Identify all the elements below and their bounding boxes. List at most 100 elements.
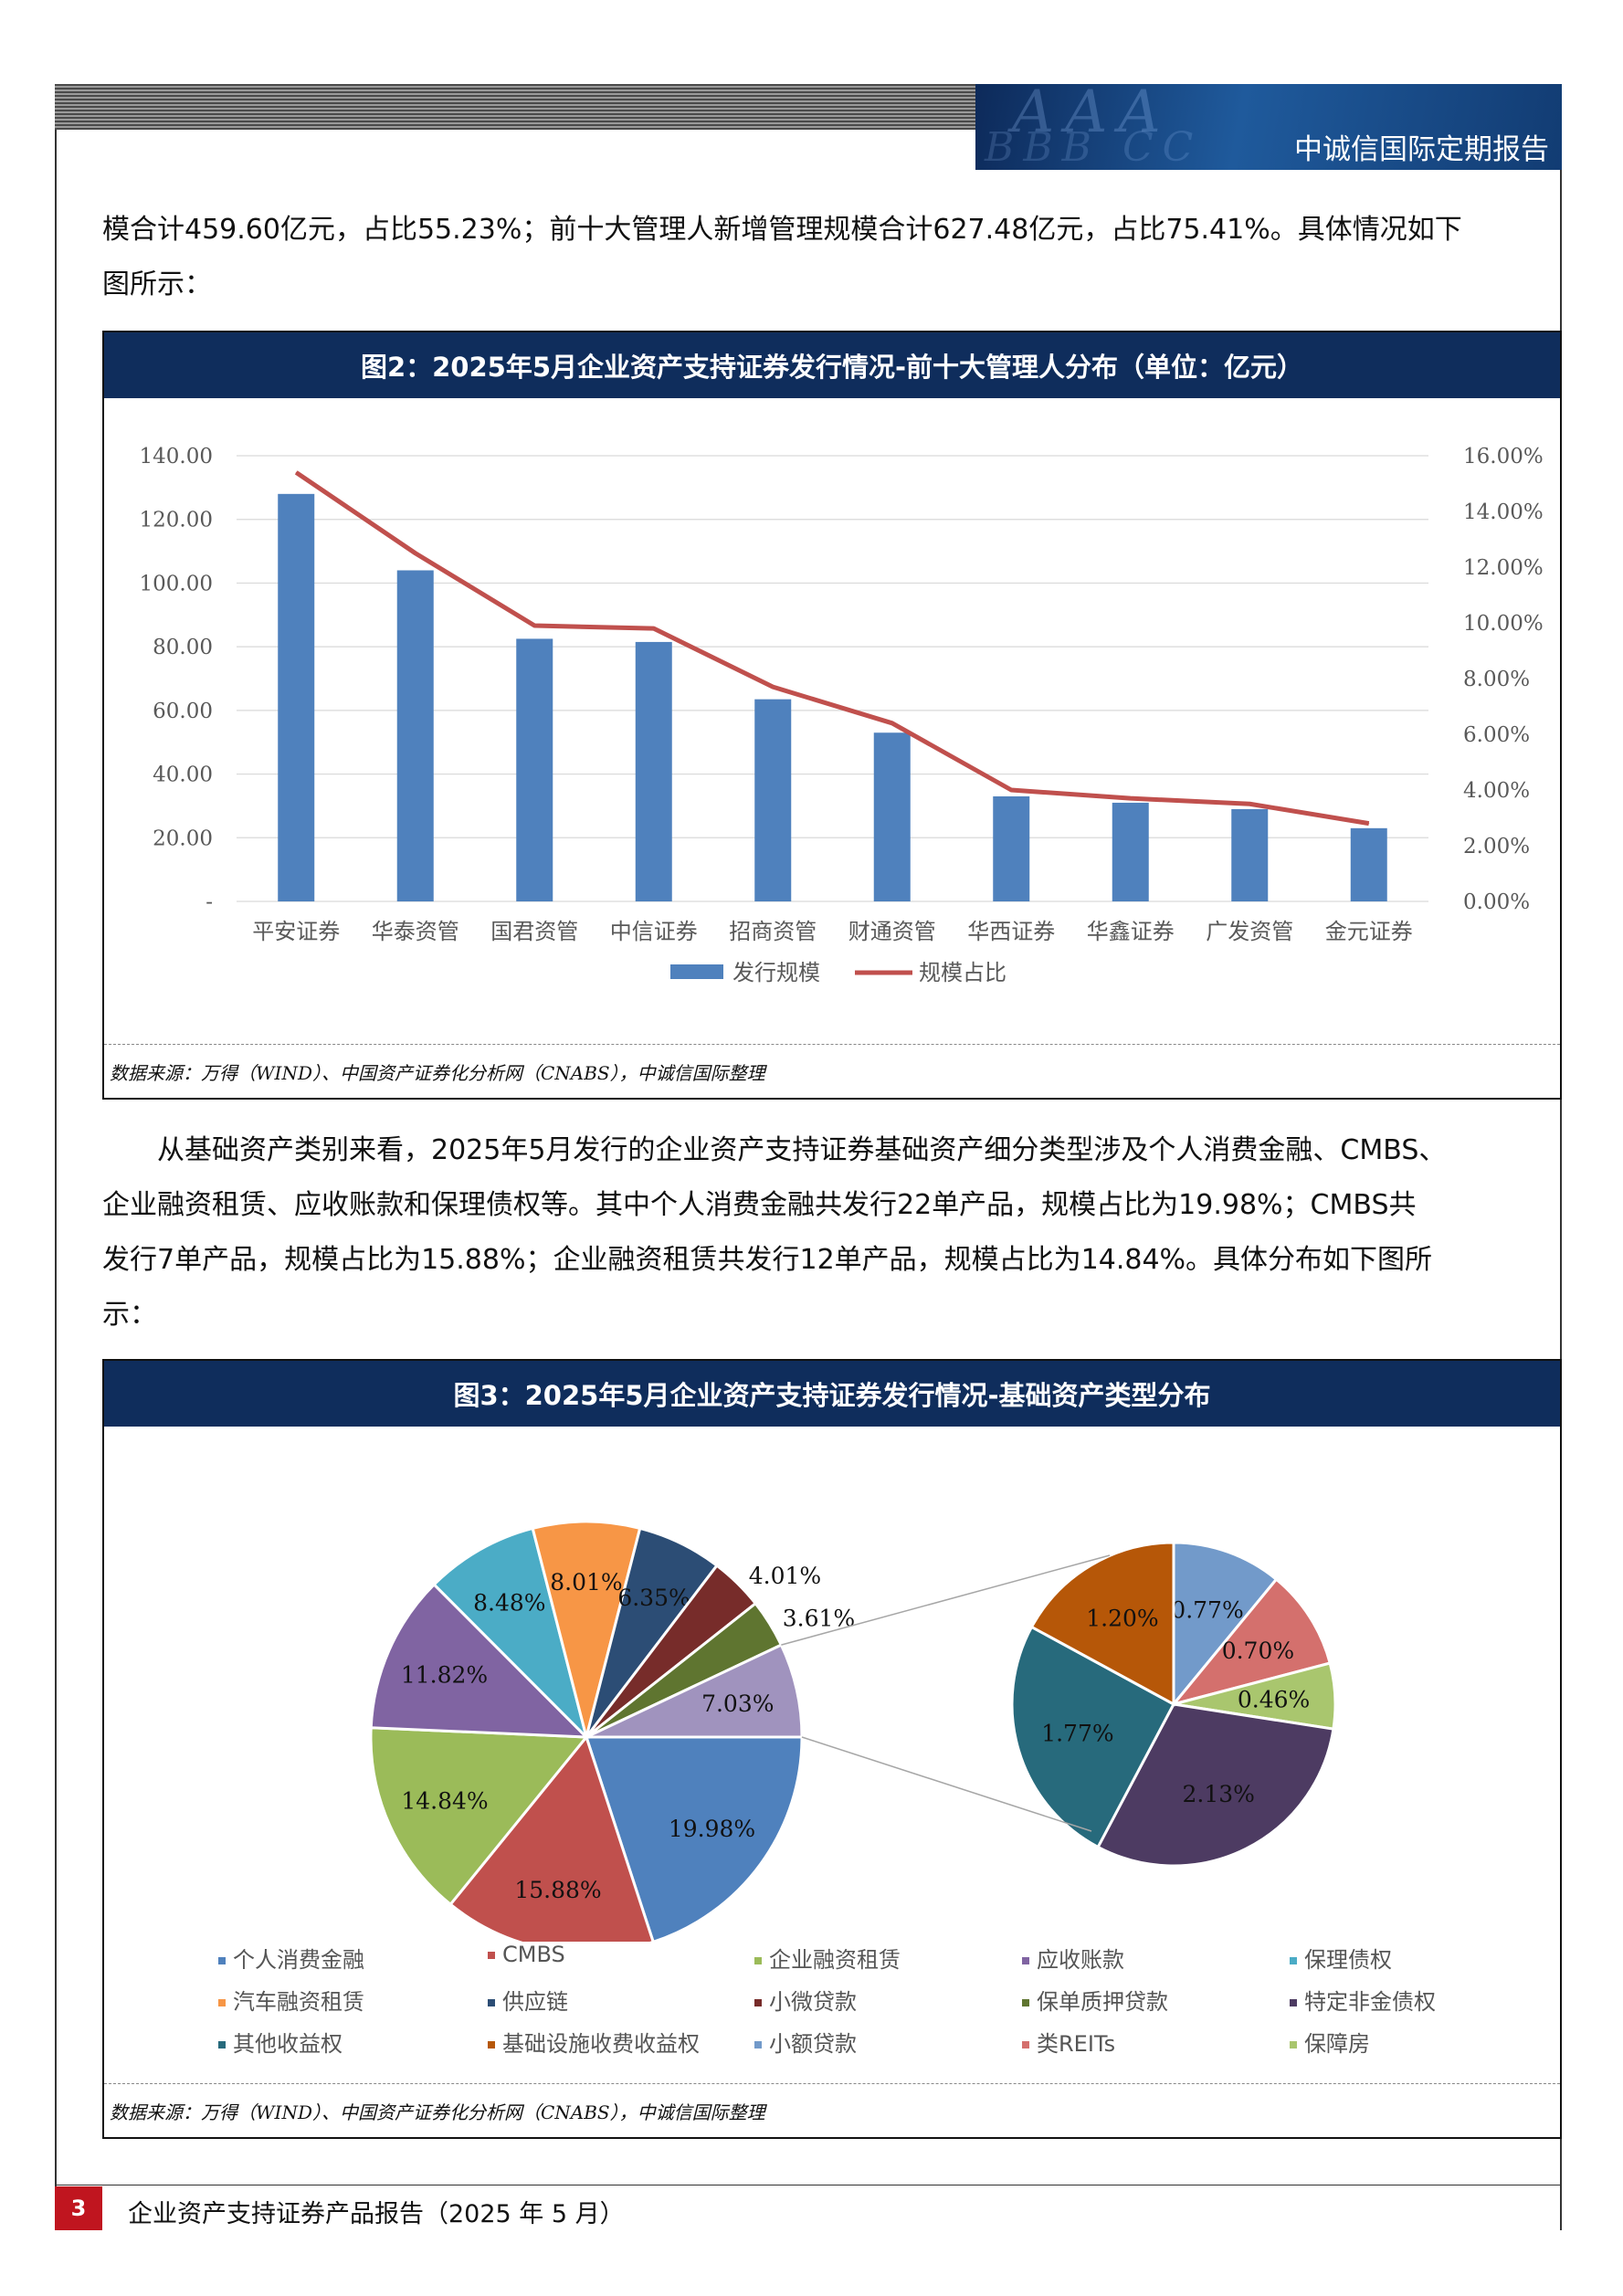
legend-swatch	[1022, 1999, 1029, 2006]
legend-label: 规模占比	[919, 960, 1006, 985]
legend-swatch	[1022, 2041, 1029, 2048]
legend-label: 保障房	[1304, 2031, 1370, 2057]
pie-slice	[448, 1733, 655, 1942]
legend-swatch	[754, 2041, 762, 2048]
y-left-tick-label: 80.00	[153, 636, 213, 659]
y-left-tick-label: 140.00	[140, 445, 213, 469]
pie2-slice-label: 0.70%	[1222, 1638, 1294, 1664]
legend-swatch	[754, 1999, 762, 2006]
legend-item: 企业融资租赁	[754, 1942, 901, 1974]
footer-report-title: 企业资产支持证券产品报告（2025 年 5 月）	[128, 2200, 625, 2228]
line-point	[1010, 789, 1012, 791]
line-point	[772, 686, 774, 688]
pie-slice-label: 14.84%	[401, 1788, 488, 1815]
legend-swatch	[754, 1957, 762, 1964]
pie-legend: 个人消费金融 CMBS 企业融资租赁 应收账款 保理债权 汽车融资租赁 供应链 小微贷款 保单质…	[104, 1942, 1560, 2079]
legend-item: 其他收益权	[218, 2026, 343, 2058]
connector-line	[801, 1736, 1092, 1832]
legend-item: 小微贷款	[754, 1984, 857, 2016]
pie2-slice	[1096, 1702, 1335, 1868]
y-right-tick-label: 0.00%	[1463, 890, 1530, 914]
pie2-slice-label: 1.20%	[1086, 1606, 1158, 1632]
x-tick-label: 华西证券	[967, 919, 1055, 944]
legend-item: 类REITs	[1022, 2026, 1115, 2058]
bar	[754, 699, 792, 901]
x-tick-label: 国君资管	[490, 919, 578, 944]
x-tick-label: 华泰资管	[372, 919, 459, 944]
pie-slice-label: 4.01%	[749, 1563, 821, 1589]
paragraph-1-line-2: 图所示：	[102, 269, 212, 300]
y-right-tick-label: 14.00%	[1463, 500, 1544, 524]
legend-label: 小微贷款	[769, 1989, 857, 2015]
legend-label: 特定非金债权	[1304, 1989, 1436, 2015]
y-left-tick-label: 20.00	[153, 827, 213, 850]
y-left-tick-label: 100.00	[140, 572, 213, 595]
paragraph-2-line-3: 发行7单产品，规模占比为15.88%；企业融资租赁共发行12单产品，规模占比为1…	[102, 1244, 1433, 1276]
pie-slice-label: 19.98%	[669, 1816, 755, 1842]
y-left-tick-label: 60.00	[153, 700, 213, 723]
legend-item: 特定非金债权	[1290, 1984, 1436, 2016]
bar	[1112, 802, 1149, 901]
pie-of-pie-chart: 19.98% 15.88% 14.84% 11.82% 8.48%8.01%6.35% 4…	[369, 1520, 1337, 1942]
pie-slice-label: 3.61%	[783, 1605, 855, 1631]
pie-slice-label: 11.82%	[401, 1661, 488, 1688]
pie2-slice-label: 1.77%	[1041, 1721, 1113, 1747]
y-right-tick-label: 16.00%	[1463, 445, 1544, 469]
line-point	[891, 722, 893, 724]
x-tick-label: 金元证券	[1325, 919, 1413, 944]
legend-swatch	[218, 2041, 226, 2048]
x-tick-label: 平安证券	[252, 919, 340, 944]
pie-slice	[531, 1520, 642, 1738]
pie2-slice-label: 2.13%	[1182, 1781, 1254, 1807]
page-frame	[55, 84, 1562, 2230]
legend-label: 个人消费金融	[233, 1947, 364, 1973]
legend-item: 保单质押贷款	[1022, 1984, 1168, 2016]
figure-2-title: 图2：2025年5月企业资产支持证券发行情况-前十大管理人分布（单位：亿元）	[104, 332, 1560, 398]
legend-swatch	[1290, 2041, 1297, 2048]
paragraph-2-line-1: 从基础资产类别来看，2025年5月发行的企业资产支持证券基础资产细分类型涉及个人…	[157, 1134, 1447, 1166]
legend-label: 发行规模	[732, 960, 820, 985]
figure-2-source: 数据来源：万得（WIND）、中国资产证券化分析网（CNABS），中诚信国际整理	[110, 1062, 765, 1084]
legend-item: 基础设施收费收益权	[488, 2026, 700, 2058]
legend-swatch	[488, 1952, 495, 1959]
pie2-slice	[1029, 1541, 1175, 1707]
line-point	[295, 471, 297, 473]
legend-label: 供应链	[502, 1989, 568, 2015]
line-series	[294, 470, 1370, 827]
legend-swatch	[1290, 1957, 1297, 1964]
x-tick-label: 中信证券	[610, 919, 698, 944]
pie2-slice-label: 0.46%	[1238, 1686, 1310, 1712]
x-tick-label: 财通资管	[848, 919, 936, 944]
legend-swatch	[1022, 1957, 1029, 1964]
line-point	[533, 625, 535, 627]
bar	[873, 732, 911, 901]
x-tick-label: 华鑫证券	[1087, 919, 1175, 944]
legend-item: CMBS	[488, 1942, 565, 1967]
legend-swatch-bars	[670, 964, 723, 979]
legend-label: 保理债权	[1304, 1947, 1392, 1973]
legend-label: 其他收益权	[233, 2031, 343, 2057]
legend-item: 个人消费金融	[218, 1942, 364, 1974]
legend-label: 应收账款	[1037, 1947, 1124, 1973]
legend-label: 企业融资租赁	[769, 1947, 901, 1973]
line-point	[1130, 797, 1132, 799]
bar	[1350, 827, 1387, 901]
bar	[993, 795, 1030, 901]
pie-slice-label: 15.88%	[514, 1877, 601, 1903]
pie-slice-label: 7.03%	[701, 1690, 774, 1717]
pie2-slice	[1010, 1625, 1176, 1849]
pie-slice	[369, 1582, 590, 1739]
y-right-tick-label: 10.00%	[1463, 612, 1544, 636]
legend-swatch	[1290, 1999, 1297, 2006]
pie-slice-label: 8.01%	[550, 1569, 622, 1596]
pie-slice	[585, 1643, 804, 1739]
paragraph-2-line-2: 企业融资租赁、应收账款和保理债权等。其中个人消费金融共发行22单产品，规模占比为…	[102, 1189, 1417, 1221]
figure-2: 图2：2025年5月企业资产支持证券发行情况-前十大管理人分布（单位：亿元） -…	[102, 331, 1562, 1100]
banner-decoration-2: BBB CC	[985, 124, 1203, 170]
legend-item: 应收账款	[1022, 1942, 1124, 1974]
figure-3-title: 图3：2025年5月企业资产支持证券发行情况-基础资产类型分布	[104, 1361, 1560, 1427]
bar	[1231, 808, 1269, 901]
paragraph-1-line-1: 模合计459.60亿元，占比55.23%；前十大管理人新增管理规模合计627.4…	[102, 214, 1462, 246]
line-point	[1249, 803, 1250, 805]
paragraph-2-line-4: 示：	[102, 1299, 157, 1331]
